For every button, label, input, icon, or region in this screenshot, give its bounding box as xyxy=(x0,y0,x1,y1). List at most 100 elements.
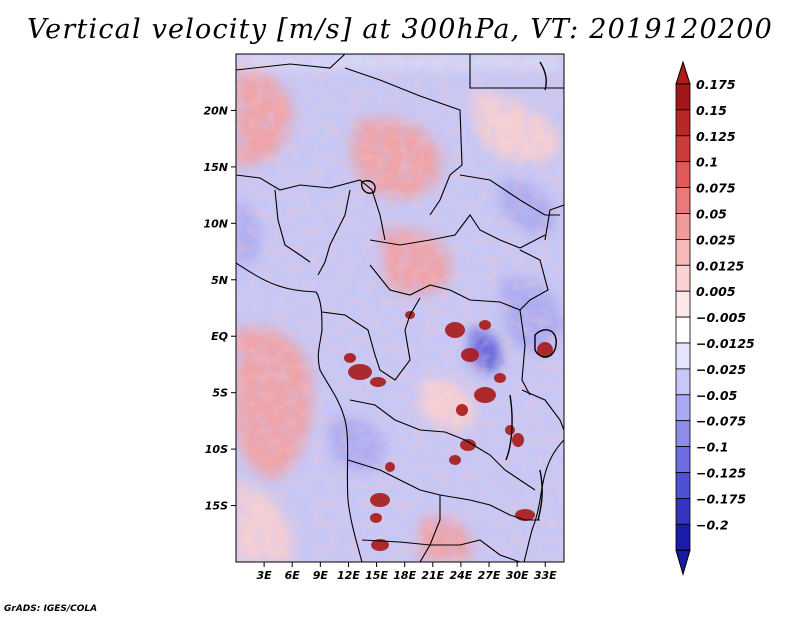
lon-tick-label: 9E xyxy=(313,569,329,582)
colorbar-label: −0.05 xyxy=(696,388,738,403)
updraft-core xyxy=(456,404,468,416)
border-car-south xyxy=(369,264,521,311)
colorbar-label: −0.2 xyxy=(696,517,729,532)
colorbar-swatch xyxy=(675,135,691,163)
lake-tanganyika xyxy=(505,394,513,461)
updraft-core xyxy=(512,433,524,447)
lat-tick-label: 5N xyxy=(211,274,228,287)
colorbar-label: 0.005 xyxy=(696,284,736,299)
colorbar-swatch xyxy=(675,368,691,396)
lake-victoria xyxy=(534,329,557,358)
border-sudan xyxy=(459,174,560,216)
colorbar-label: 0.025 xyxy=(696,232,736,247)
colorbar-label: 0.175 xyxy=(696,77,736,92)
colorbar-swatch xyxy=(675,109,691,137)
lon-tick-label: 21E xyxy=(421,569,444,582)
lon-tick-label: 6E xyxy=(285,569,301,582)
colorbar-swatch xyxy=(675,420,691,448)
velocity-texture-up xyxy=(236,54,564,562)
updraft-core xyxy=(445,322,465,338)
border-uganda xyxy=(519,309,531,396)
country-borders xyxy=(236,54,564,562)
colorbar-label: 0.125 xyxy=(696,129,736,144)
updraft-core xyxy=(344,353,356,363)
border-namibia xyxy=(361,539,521,562)
colorbar-swatch xyxy=(675,238,691,266)
lon-tick-label: 12E xyxy=(337,569,360,582)
updraft-core xyxy=(537,342,553,358)
updraft-core xyxy=(348,364,372,380)
border-congo xyxy=(321,297,421,381)
strong-updraft-cores xyxy=(344,311,553,551)
colorbar-swatch xyxy=(675,446,691,473)
updraft-core xyxy=(371,539,389,551)
colorbar-label: −0.005 xyxy=(696,310,746,325)
colorbar-label: −0.175 xyxy=(696,491,746,506)
lake-chad xyxy=(360,180,376,194)
colorbar-top-arrow xyxy=(675,60,691,85)
colorbar-label: −0.0125 xyxy=(696,336,755,351)
border-north-3 xyxy=(469,54,564,89)
border-angola xyxy=(347,459,441,562)
updraft-core xyxy=(494,373,506,383)
lon-tick-label: 24E xyxy=(450,569,473,582)
lat-tick-label: 15S xyxy=(205,500,228,513)
updraft-core xyxy=(460,439,476,451)
colorbar-swatch xyxy=(675,394,691,422)
border-sahel-3 xyxy=(317,189,351,276)
map-title: Vertical velocity [m/s] at 300hPa, VT: 2… xyxy=(26,14,774,45)
lat-tick-label: EQ xyxy=(211,330,228,343)
colorbar-label: −0.075 xyxy=(696,414,746,429)
border-sahel-2 xyxy=(274,189,311,263)
colorbar-label: −0.125 xyxy=(696,466,746,481)
colorbar-swatch xyxy=(675,161,691,188)
colorbar-label: 0.15 xyxy=(696,103,727,118)
updraft-core xyxy=(385,462,395,472)
colorbar-label: 0.1 xyxy=(696,155,718,170)
colorbar-swatch xyxy=(675,187,691,214)
updraft-core xyxy=(370,513,382,523)
colorbar: 0.175 0.15 0.125 0.1 0.075 0.05 0.025 0.0125 0.0… xyxy=(675,60,755,576)
lon-tick-label: 27E xyxy=(478,569,501,582)
colorbar-swatch xyxy=(675,213,691,240)
lon-tick-label: 30E xyxy=(506,569,529,582)
map-plot-area xyxy=(236,54,564,562)
updraft-core xyxy=(370,493,390,507)
updraft-core xyxy=(515,509,535,521)
lat-tick-label: 10S xyxy=(205,443,228,456)
grads-credit: GrADS: IGES/COLA xyxy=(4,604,98,614)
colorbar-swatch xyxy=(675,290,691,318)
colorbar-label: −0.025 xyxy=(696,362,746,377)
updraft-core xyxy=(505,425,515,435)
axis-ticks: 20N 15N 10N 5N EQ 5S 10S 15S 3E 6E 9E 12E 15E 18E 21E 2… xyxy=(203,104,557,582)
border-north-1 xyxy=(236,54,346,71)
border-north-2 xyxy=(344,67,463,216)
coastline-east xyxy=(523,439,564,562)
colorbar-swatch xyxy=(675,497,691,525)
updraft-core xyxy=(449,455,461,465)
coastline-west xyxy=(236,262,363,562)
updraft-core xyxy=(479,320,491,330)
updraft-core xyxy=(474,387,496,403)
colorbar-bottom-arrow xyxy=(675,549,691,576)
colorbar-label: 0.05 xyxy=(696,207,727,222)
colorbar-swatch xyxy=(675,472,691,499)
colorbar-swatch xyxy=(675,264,691,292)
colorbar-label: −0.1 xyxy=(696,440,729,455)
border-south-sudan xyxy=(519,249,549,311)
lake-malawi xyxy=(537,469,543,521)
lat-tick-label: 10N xyxy=(203,217,228,230)
border-chad-car xyxy=(369,214,546,249)
updraft-core xyxy=(461,348,479,362)
lat-tick-label: 5S xyxy=(212,387,228,400)
border-east-1 xyxy=(521,389,564,431)
lon-tick-label: 3E xyxy=(257,569,273,582)
lat-tick-label: 20N xyxy=(203,104,228,117)
lon-tick-label: 18E xyxy=(393,569,416,582)
colorbar-swatch xyxy=(675,523,691,551)
red-sea-coast xyxy=(539,61,547,91)
lon-tick-label: 33E xyxy=(534,569,557,582)
map-frame xyxy=(235,53,565,563)
updraft-core xyxy=(370,377,386,387)
